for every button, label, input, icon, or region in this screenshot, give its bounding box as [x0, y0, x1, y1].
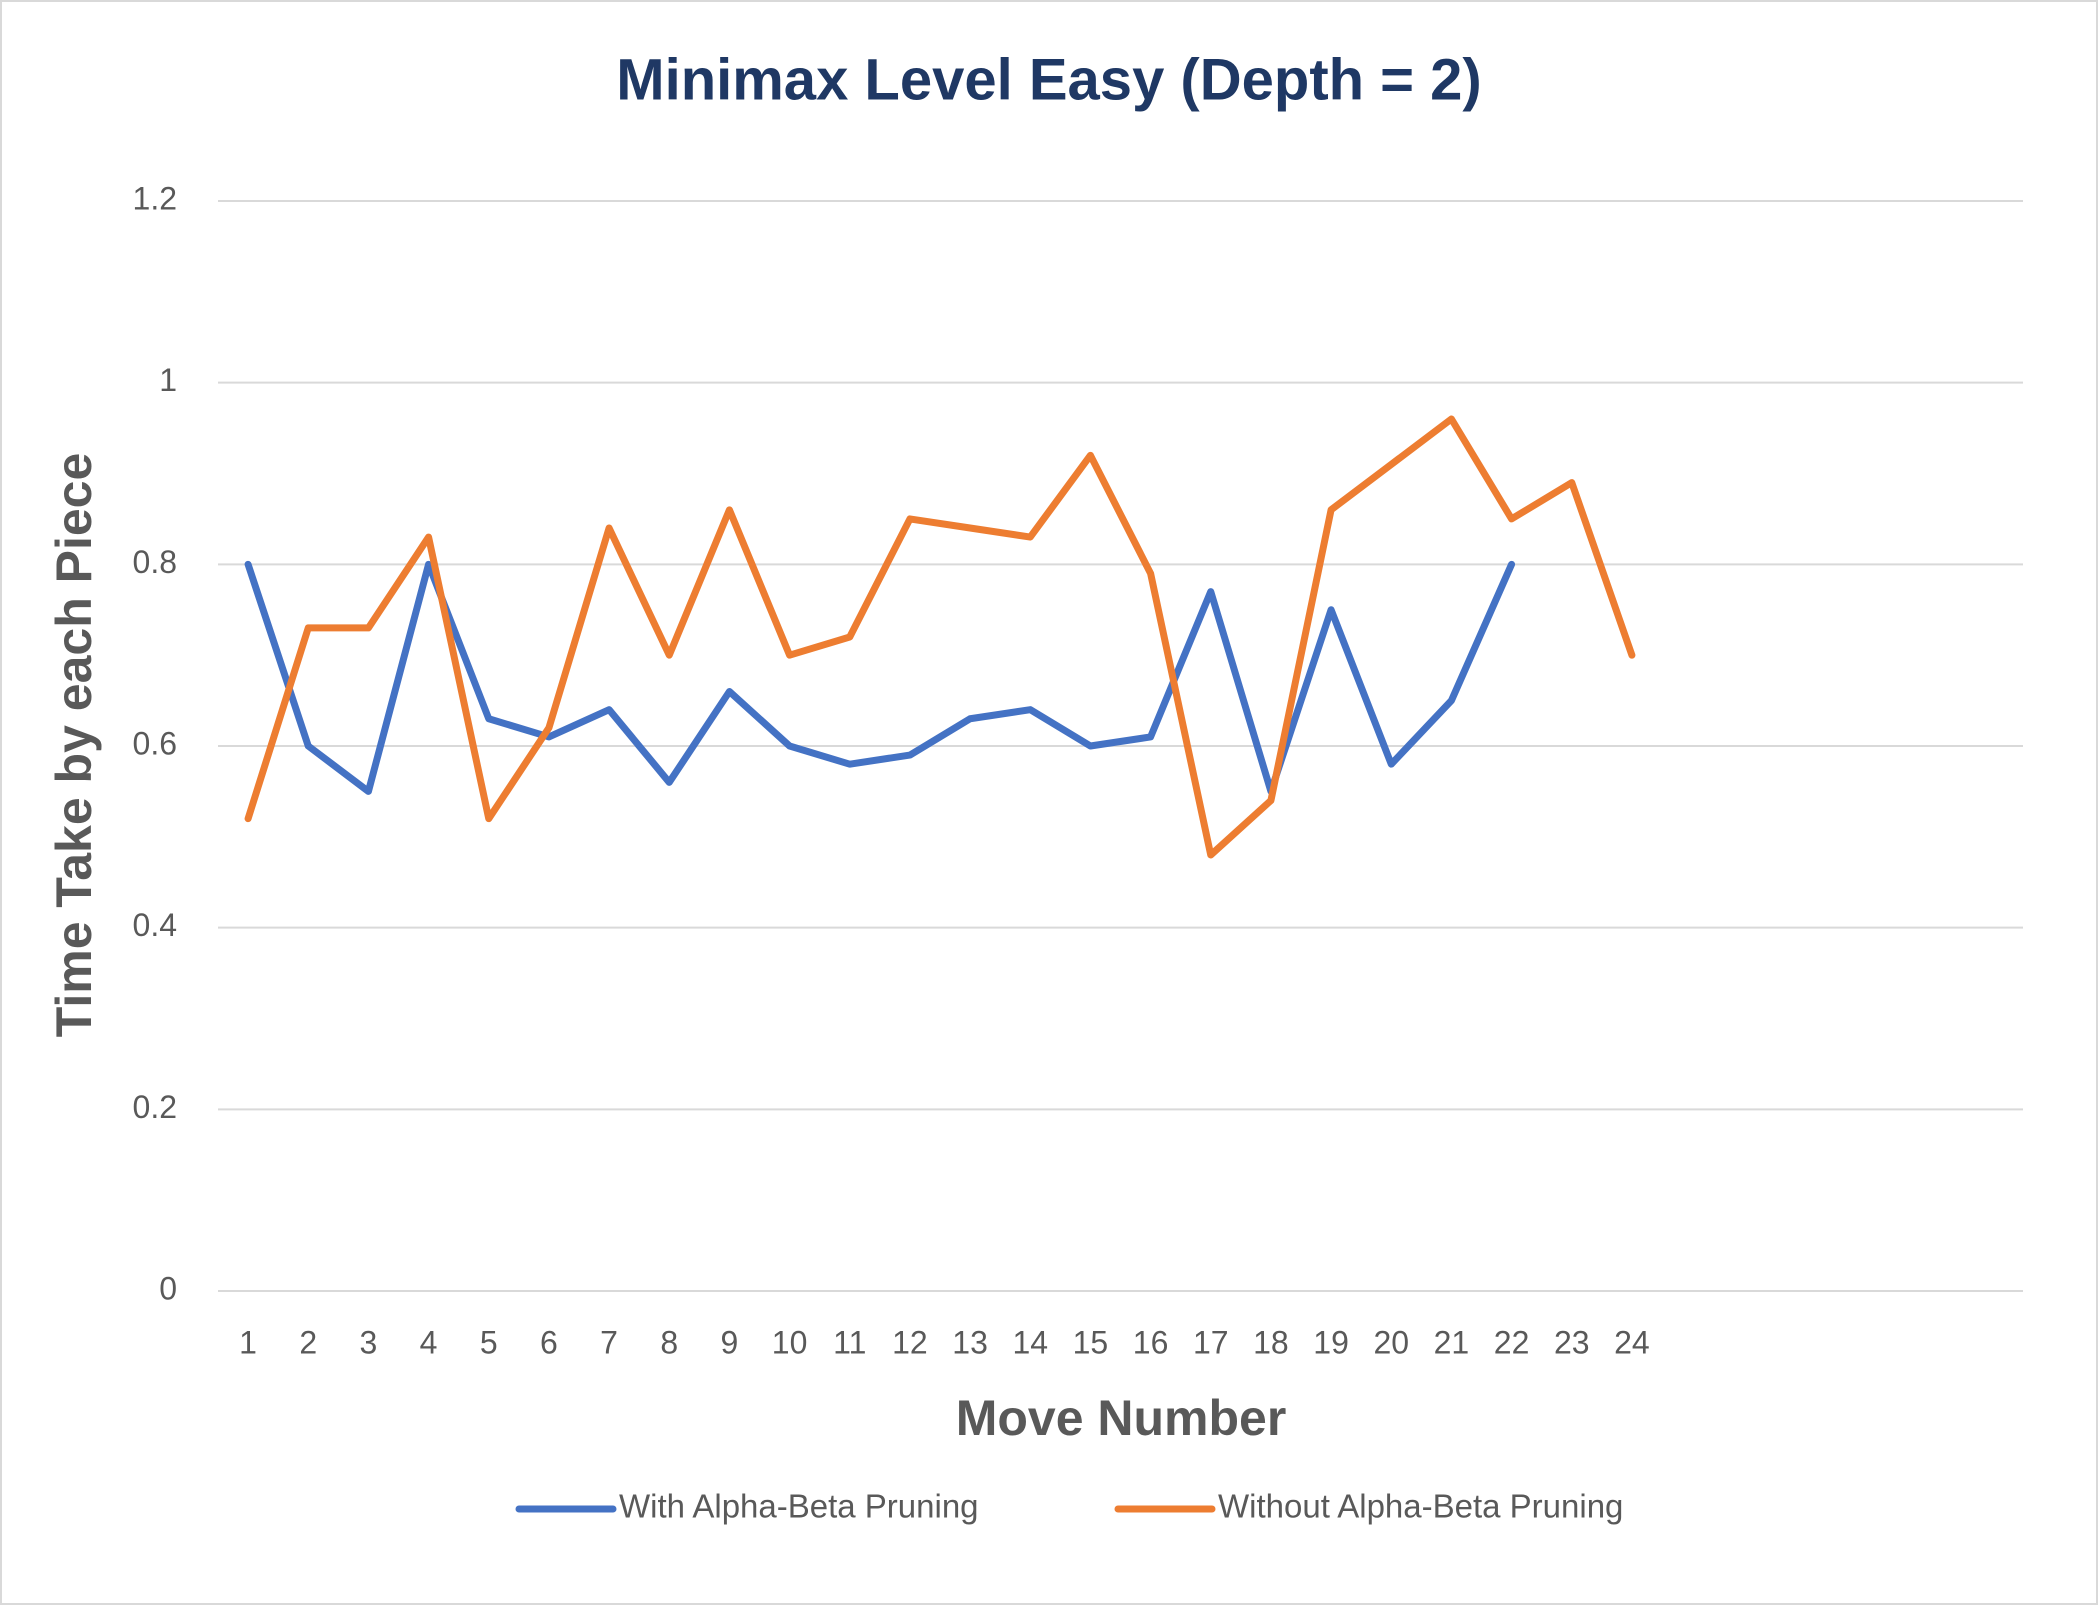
x-tick-label: 11 — [833, 1324, 866, 1360]
legend-label: With Alpha-Beta Pruning — [619, 1488, 979, 1525]
x-axis-title: Move Number — [956, 1390, 1287, 1446]
x-tick-label: 21 — [1434, 1324, 1470, 1360]
x-tick-label: 14 — [1012, 1324, 1048, 1360]
x-tick-label: 7 — [600, 1324, 618, 1360]
x-tick-label: 3 — [360, 1324, 378, 1360]
x-tick-label: 8 — [660, 1324, 678, 1360]
x-tick-label: 5 — [480, 1324, 498, 1360]
x-tick-label: 23 — [1554, 1324, 1590, 1360]
x-tick-label: 18 — [1253, 1324, 1289, 1360]
x-tick-label: 4 — [420, 1324, 438, 1360]
y-tick-label: 0.4 — [133, 907, 177, 943]
x-tick-label: 20 — [1373, 1324, 1409, 1360]
y-tick-label: 0.8 — [133, 544, 177, 580]
x-tick-label: 15 — [1073, 1324, 1109, 1360]
x-tick-label: 2 — [299, 1324, 317, 1360]
y-axis-title: Time Take by each Piece — [46, 453, 102, 1038]
data-line — [244, 415, 1636, 859]
legend-label: Without Alpha-Beta Pruning — [1218, 1488, 1623, 1525]
x-tick-label: 9 — [721, 1324, 739, 1360]
x-tick-label: 22 — [1494, 1324, 1530, 1360]
x-tick-label: 24 — [1614, 1324, 1650, 1360]
x-tick-label: 1 — [239, 1324, 257, 1360]
y-tick-label: 0.6 — [133, 725, 177, 761]
y-tick-label: 1.2 — [133, 180, 177, 216]
x-tick-label: 12 — [892, 1324, 928, 1360]
x-tick-label: 6 — [540, 1324, 558, 1360]
chart-title: Minimax Level Easy (Depth = 2) — [616, 47, 1481, 112]
x-tick-label: 16 — [1133, 1324, 1169, 1360]
data-line — [244, 560, 1516, 795]
x-tick-label: 13 — [952, 1324, 988, 1360]
x-tick-label: 19 — [1313, 1324, 1349, 1360]
y-tick-label: 0 — [159, 1270, 177, 1306]
y-tick-label: 1 — [159, 362, 177, 398]
y-tick-label: 0.2 — [133, 1089, 177, 1125]
x-tick-label: 17 — [1193, 1324, 1229, 1360]
x-tick-label: 10 — [772, 1324, 808, 1360]
